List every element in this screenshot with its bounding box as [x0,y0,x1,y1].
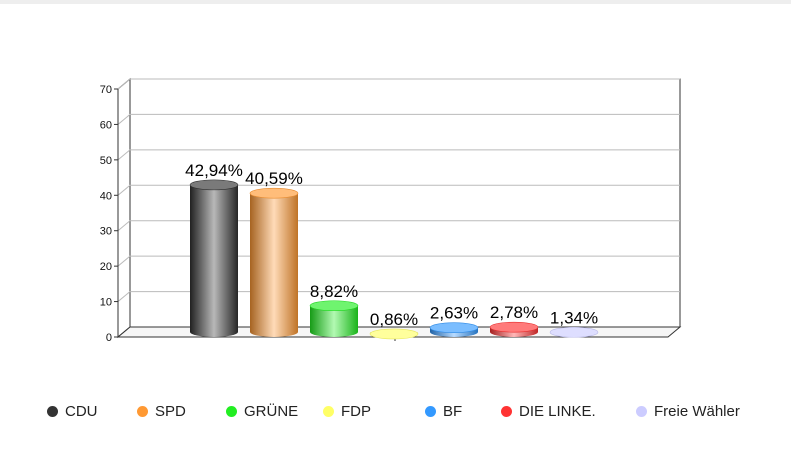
y-tick-label: 60 [100,119,112,131]
legend-dot-icon [323,405,334,417]
data-label: 40,59% [245,169,303,188]
bar-fdp [369,328,419,340]
bar-top [489,321,539,333]
data-label: 1,34% [550,308,598,327]
y-tick-label: 20 [100,261,112,273]
legend-dot-icon [137,405,148,417]
data-label: 2,78% [490,303,538,322]
legend-dot-icon [47,405,58,417]
gridline [117,149,680,161]
election-results-chart: 0 10 20 30 40 50 60 70 42,94% 40,59% 8,82% 0,86% 2,… [100,77,682,344]
y-tick-label: 10 [100,297,112,309]
y-tick-label: 50 [100,155,112,167]
gridline [117,113,680,125]
legend-label: DIE LINKE. [519,402,596,420]
legend-dot-icon [425,405,436,417]
bar-body [190,184,238,337]
bar-freie-wähler [549,326,599,338]
bar-body [250,193,298,337]
legend-label: FDP [341,402,371,420]
legend-item: Freie Wähler [636,398,740,424]
chart-legend: CDU SPD GRÜNE FDP BF DIE LINKE. Freie Wähler [0,398,791,424]
gridline [117,78,680,90]
gridline [117,184,680,196]
legend-label: BF [443,402,463,420]
gridline [117,220,680,232]
data-label: 0,86% [370,310,418,329]
legend-item: DIE LINKE. [501,398,596,424]
data-label: 8,82% [310,282,358,301]
legend-item: FDP [323,398,371,424]
gridline [117,291,680,302]
bar-top [189,179,239,191]
top-bar [0,0,791,4]
chart-left-wall [117,77,131,339]
legend-dot-icon [226,405,237,417]
legend-label: SPD [155,402,186,420]
data-label: 42,94% [185,161,243,180]
y-tick-label: 70 [100,84,112,96]
bar-spd [249,187,299,337]
bar-body [310,305,358,337]
legend-dot-icon [636,405,647,417]
legend-label: CDU [65,402,98,420]
y-tick-label: 40 [100,190,112,202]
legend-item: GRÜNE [226,398,298,424]
bar-die-linke [489,321,539,337]
legend-dot-icon [501,405,512,417]
bar-top [369,328,419,340]
data-label: 2,63% [430,304,478,323]
legend-label: GRÜNE [244,402,299,420]
bar-top [429,322,479,333]
y-tick-label: 0 [106,332,112,344]
y-tick-label: 30 [100,226,112,238]
bar-top [549,326,599,338]
legend-item: CDU [47,398,98,424]
legend-label: Freie Wähler [654,402,740,420]
bar-top [249,187,299,199]
bar-top [309,300,359,312]
gridline [117,255,680,267]
legend-item: BF [425,398,462,424]
bar-cdu [189,179,239,337]
legend-item: SPD [137,398,186,424]
bar-grüne [309,300,359,337]
bar-bf [429,322,479,337]
